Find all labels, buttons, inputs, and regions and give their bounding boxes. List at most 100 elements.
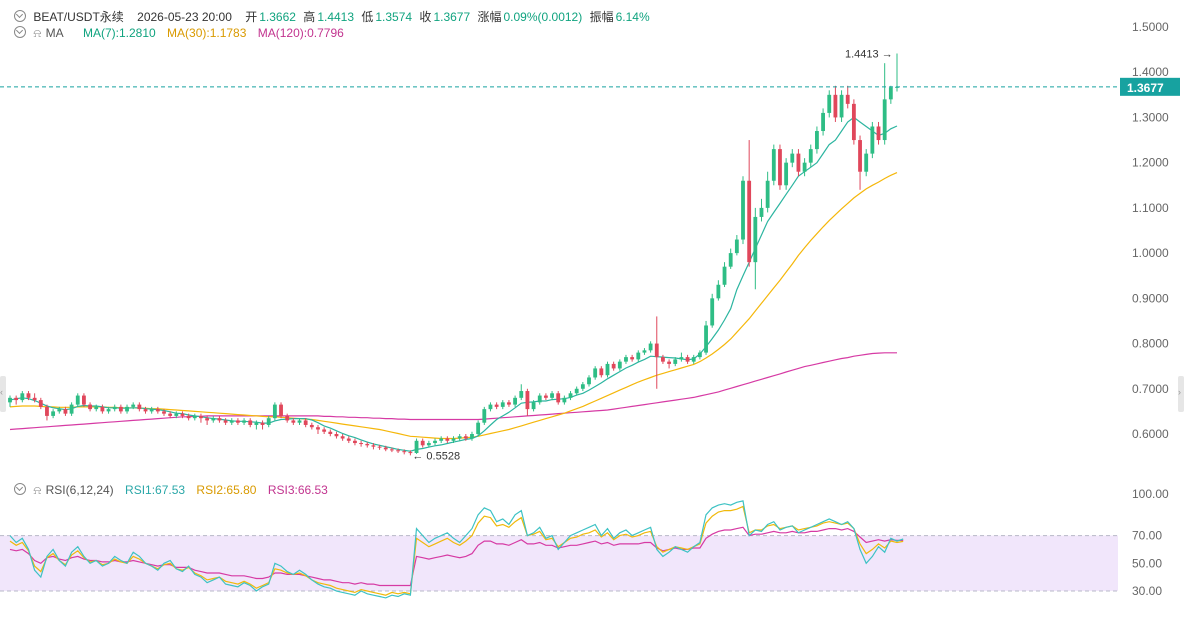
rsi-band (0, 535, 1118, 591)
candle-body (426, 443, 431, 446)
price-axis-tick: 1.0000 (1132, 246, 1169, 260)
candle-body (864, 153, 869, 172)
ma-legend: ⍾ MA MA(7):1.2810 MA(30):1.1783 MA(120):… (14, 26, 348, 41)
candle-body (728, 253, 733, 267)
candle-body (882, 99, 887, 141)
candle-body (303, 420, 308, 425)
high-label: 高 (303, 10, 316, 24)
candle-body (580, 384, 585, 389)
candle-body (353, 440, 357, 444)
candle-body (771, 149, 776, 181)
rsi-bell-icon[interactable]: ⍾ (33, 483, 42, 497)
candle-body (340, 436, 345, 439)
candle-body (747, 180, 752, 263)
price-axis-tick: 0.9000 (1132, 291, 1169, 305)
candle-body (734, 239, 739, 254)
candle-body (414, 440, 419, 453)
rsi-collapse-icon[interactable] (14, 483, 26, 495)
rsi-axis-tick: 70.00 (1132, 529, 1162, 543)
candle-body (704, 325, 708, 353)
candle-body (611, 363, 616, 369)
ma30-line (9, 172, 898, 440)
rsi3-line (9, 526, 904, 587)
candle-body (605, 363, 610, 376)
candle-body (556, 393, 561, 403)
candle-body (322, 429, 327, 432)
candle-body (741, 180, 745, 240)
ma120-legend: MA(120):0.7796 (257, 26, 344, 40)
candle-body (507, 402, 511, 405)
current-price-tag (1120, 77, 1180, 96)
ma7-line (9, 116, 898, 452)
candle-body (691, 357, 696, 362)
candle-body (697, 352, 702, 358)
ma-collapse-icon[interactable] (14, 26, 26, 38)
candle-body (667, 361, 671, 364)
candle-body (630, 357, 635, 360)
candle-body (32, 397, 37, 401)
price-axis-tick: 1.2000 (1132, 156, 1169, 170)
candle-body (482, 409, 487, 423)
candle-body (82, 395, 86, 405)
ma120-line (9, 352, 897, 431)
candle-body (69, 404, 74, 414)
candle-body (599, 368, 604, 376)
candle-body (371, 445, 376, 447)
left-scroll-handle[interactable]: ‹ (0, 376, 6, 412)
candle-body (20, 393, 25, 401)
change-label: 涨幅 (477, 10, 502, 24)
candle-body (272, 404, 277, 419)
collapse-toggle-icon[interactable] (14, 10, 26, 22)
open-label: 开 (245, 10, 258, 24)
candle-body (211, 418, 216, 421)
candle-body (531, 402, 536, 410)
candle-body (149, 409, 154, 412)
change-value: 0.09%(0.0012) (503, 10, 583, 24)
candle-body (673, 359, 678, 364)
candle-body (285, 415, 290, 421)
candle-body (568, 393, 573, 398)
candle-body (192, 415, 197, 419)
candle-body (858, 140, 862, 172)
candle-body (476, 422, 481, 434)
candle-body (94, 406, 99, 410)
bell-icon[interactable]: ⍾ (33, 26, 42, 40)
candle-body (500, 402, 505, 407)
candle-body (279, 404, 283, 416)
candle-body (470, 434, 474, 439)
candle-body (839, 94, 844, 118)
candle-body (75, 395, 80, 405)
price-axis-tick: 0.8000 (1132, 337, 1169, 351)
candle-body (297, 420, 302, 423)
candle-body (537, 395, 542, 403)
candle-body (389, 449, 394, 451)
price-axis-tick: 1.4000 (1132, 65, 1169, 79)
candle-body (26, 393, 31, 398)
candle-body (346, 438, 351, 441)
candle-body (790, 153, 795, 163)
price-axis-tick: 1.5000 (1132, 20, 1169, 34)
candle-body (833, 94, 838, 118)
candle-body (112, 406, 117, 410)
rsi-axis-tick: 30.00 (1132, 584, 1162, 598)
candle-body (186, 415, 191, 419)
candle-body (654, 343, 659, 358)
right-scroll-handle[interactable]: › (1178, 376, 1184, 412)
candle-body (402, 451, 407, 453)
candle-body (236, 420, 240, 423)
candle-body (162, 411, 166, 414)
candle-body (51, 411, 56, 416)
low-value: 1.3574 (375, 10, 413, 24)
amplitude-label: 振幅 (589, 10, 614, 24)
ma7-legend: MA(7):1.2810 (82, 26, 156, 40)
candle-body (100, 406, 105, 412)
candle-body (377, 446, 382, 448)
candle-body (180, 413, 185, 416)
candle-body (494, 404, 499, 407)
candle-body (396, 450, 400, 452)
rsi-legend: ⍾ RSI(6,12,24) RSI1:67.53 RSI2:65.80 RSI… (14, 483, 332, 498)
candle-body (143, 409, 148, 412)
candle-body (759, 207, 764, 217)
ohlc-header: BEAT/USDT永续 2026-05-23 20:00 开 1.3662 高 1.… (14, 8, 654, 25)
rsi1-legend: RSI1:67.53 (125, 483, 186, 497)
